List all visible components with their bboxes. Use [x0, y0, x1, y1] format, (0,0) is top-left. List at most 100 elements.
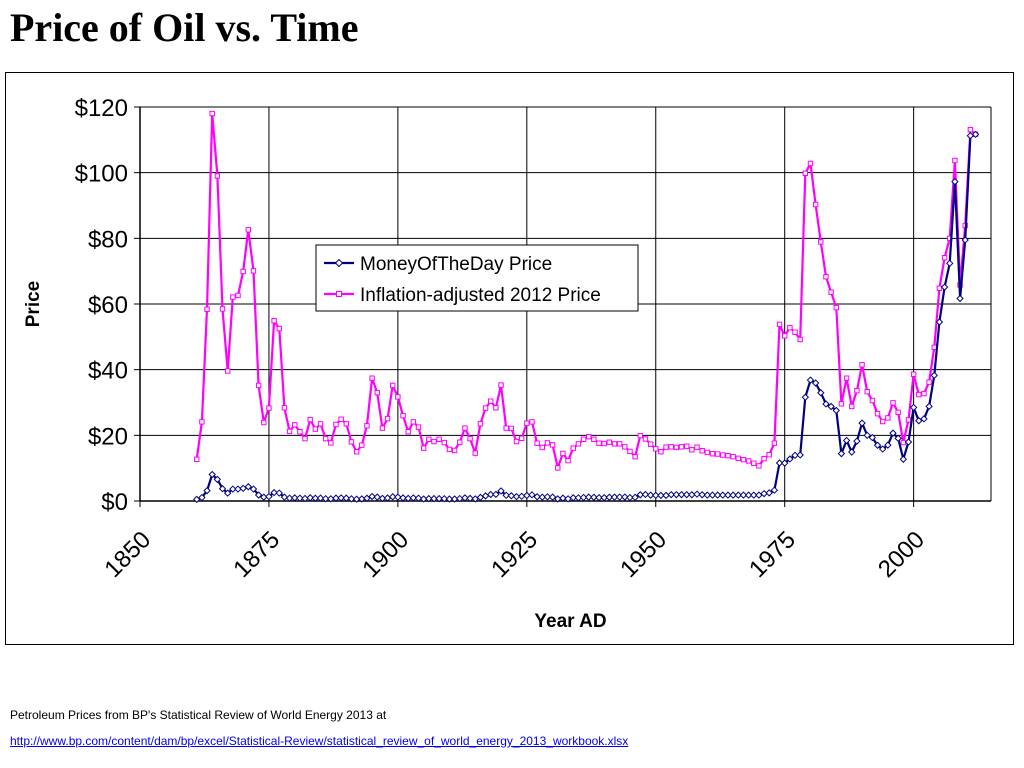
- legend-box: [315, 244, 639, 312]
- point-real: [529, 419, 535, 425]
- point-real: [261, 419, 267, 426]
- point-nominal: [863, 431, 871, 440]
- point-real: [431, 438, 437, 445]
- point-real: [214, 173, 221, 179]
- point-nominal: [244, 483, 253, 491]
- point-nominal: [332, 494, 340, 502]
- point-real: [668, 444, 674, 450]
- point-real: [900, 439, 907, 446]
- point-nominal: [249, 485, 258, 493]
- point-nominal: [935, 318, 944, 326]
- point-real: [869, 397, 876, 404]
- y-tick-label: $120: [75, 95, 128, 122]
- point-real: [240, 268, 246, 275]
- point-real: [524, 420, 530, 426]
- point-nominal: [971, 130, 980, 139]
- point-nominal: [615, 493, 624, 501]
- point-nominal: [507, 492, 516, 500]
- point-real: [390, 382, 396, 389]
- point-real: [400, 412, 406, 419]
- point-nominal: [739, 491, 748, 499]
- point-nominal: [652, 491, 660, 500]
- point-nominal: [956, 294, 964, 303]
- point-nominal: [254, 491, 263, 499]
- point-nominal: [234, 485, 242, 493]
- point-nominal: [378, 494, 387, 503]
- point-nominal: [961, 236, 969, 244]
- source-link[interactable]: http://www.bp.com/content/dam/bp/excel/S…: [10, 734, 629, 748]
- x-tick-label: 1900: [357, 526, 414, 583]
- point-real: [910, 371, 917, 377]
- point-nominal: [698, 491, 706, 499]
- x-tick-label: 1875: [228, 526, 285, 583]
- x-tick-label: 2000: [873, 526, 930, 583]
- point-nominal: [734, 491, 742, 499]
- point-nominal: [605, 493, 614, 501]
- point-real: [565, 457, 571, 464]
- chart-frame: $0 $20 $40 $60 $80 $100 $120 1850 1875 1900 1925 19…: [5, 72, 1014, 645]
- point-nominal: [636, 491, 644, 499]
- point-nominal: [203, 486, 211, 495]
- point-nominal: [229, 485, 237, 493]
- point-real: [219, 306, 226, 312]
- point-real: [818, 239, 824, 245]
- point-real: [740, 456, 747, 463]
- point-nominal: [450, 495, 459, 503]
- point-real: [446, 446, 453, 453]
- point-real: [699, 448, 705, 454]
- point-real: [761, 455, 767, 462]
- point-nominal: [724, 491, 732, 499]
- point-real: [199, 419, 205, 425]
- point-nominal: [801, 393, 810, 401]
- point-real: [921, 390, 927, 397]
- point-real: [735, 455, 741, 462]
- point-nominal: [275, 489, 283, 497]
- point-real: [297, 429, 303, 435]
- point-real: [916, 391, 922, 398]
- point-real: [255, 382, 262, 389]
- point-nominal: [373, 493, 381, 501]
- point-nominal: [951, 177, 959, 186]
- point-real: [518, 435, 525, 441]
- point-nominal: [569, 494, 577, 502]
- point-nominal: [621, 493, 629, 501]
- point-nominal: [368, 492, 376, 501]
- point-nominal: [559, 494, 567, 502]
- point-real: [926, 379, 932, 385]
- point-nominal: [579, 493, 588, 502]
- point-real: [493, 405, 499, 411]
- point-real: [838, 401, 845, 407]
- point-nominal: [775, 459, 784, 467]
- point-nominal: [383, 494, 392, 502]
- point-real: [415, 424, 422, 430]
- point-real: [343, 421, 350, 427]
- point-nominal: [755, 491, 763, 499]
- point-nominal: [265, 492, 273, 501]
- point-real: [802, 170, 809, 177]
- point-nominal: [487, 490, 495, 499]
- point-real: [596, 440, 602, 446]
- point-real: [890, 400, 896, 406]
- point-nominal: [585, 493, 593, 501]
- point-nominal: [296, 494, 304, 502]
- point-nominal: [316, 494, 325, 502]
- point-real: [663, 444, 669, 450]
- point-real: [807, 160, 814, 167]
- legend-label: MoneyOfTheDay Price: [360, 254, 552, 275]
- point-nominal: [239, 484, 247, 493]
- point-nominal: [631, 493, 639, 502]
- point-real: [312, 426, 319, 432]
- point-real: [622, 444, 628, 450]
- point-nominal: [321, 494, 330, 503]
- y-tick-label: $60: [88, 292, 128, 319]
- point-real: [689, 447, 695, 453]
- point-real: [885, 415, 891, 421]
- point-real: [359, 442, 365, 448]
- point-real: [395, 394, 401, 400]
- point-nominal: [662, 491, 670, 500]
- axes: [134, 106, 991, 507]
- point-real: [292, 422, 298, 428]
- point-real: [369, 375, 375, 381]
- point-real: [250, 268, 257, 274]
- point-nominal: [523, 491, 531, 500]
